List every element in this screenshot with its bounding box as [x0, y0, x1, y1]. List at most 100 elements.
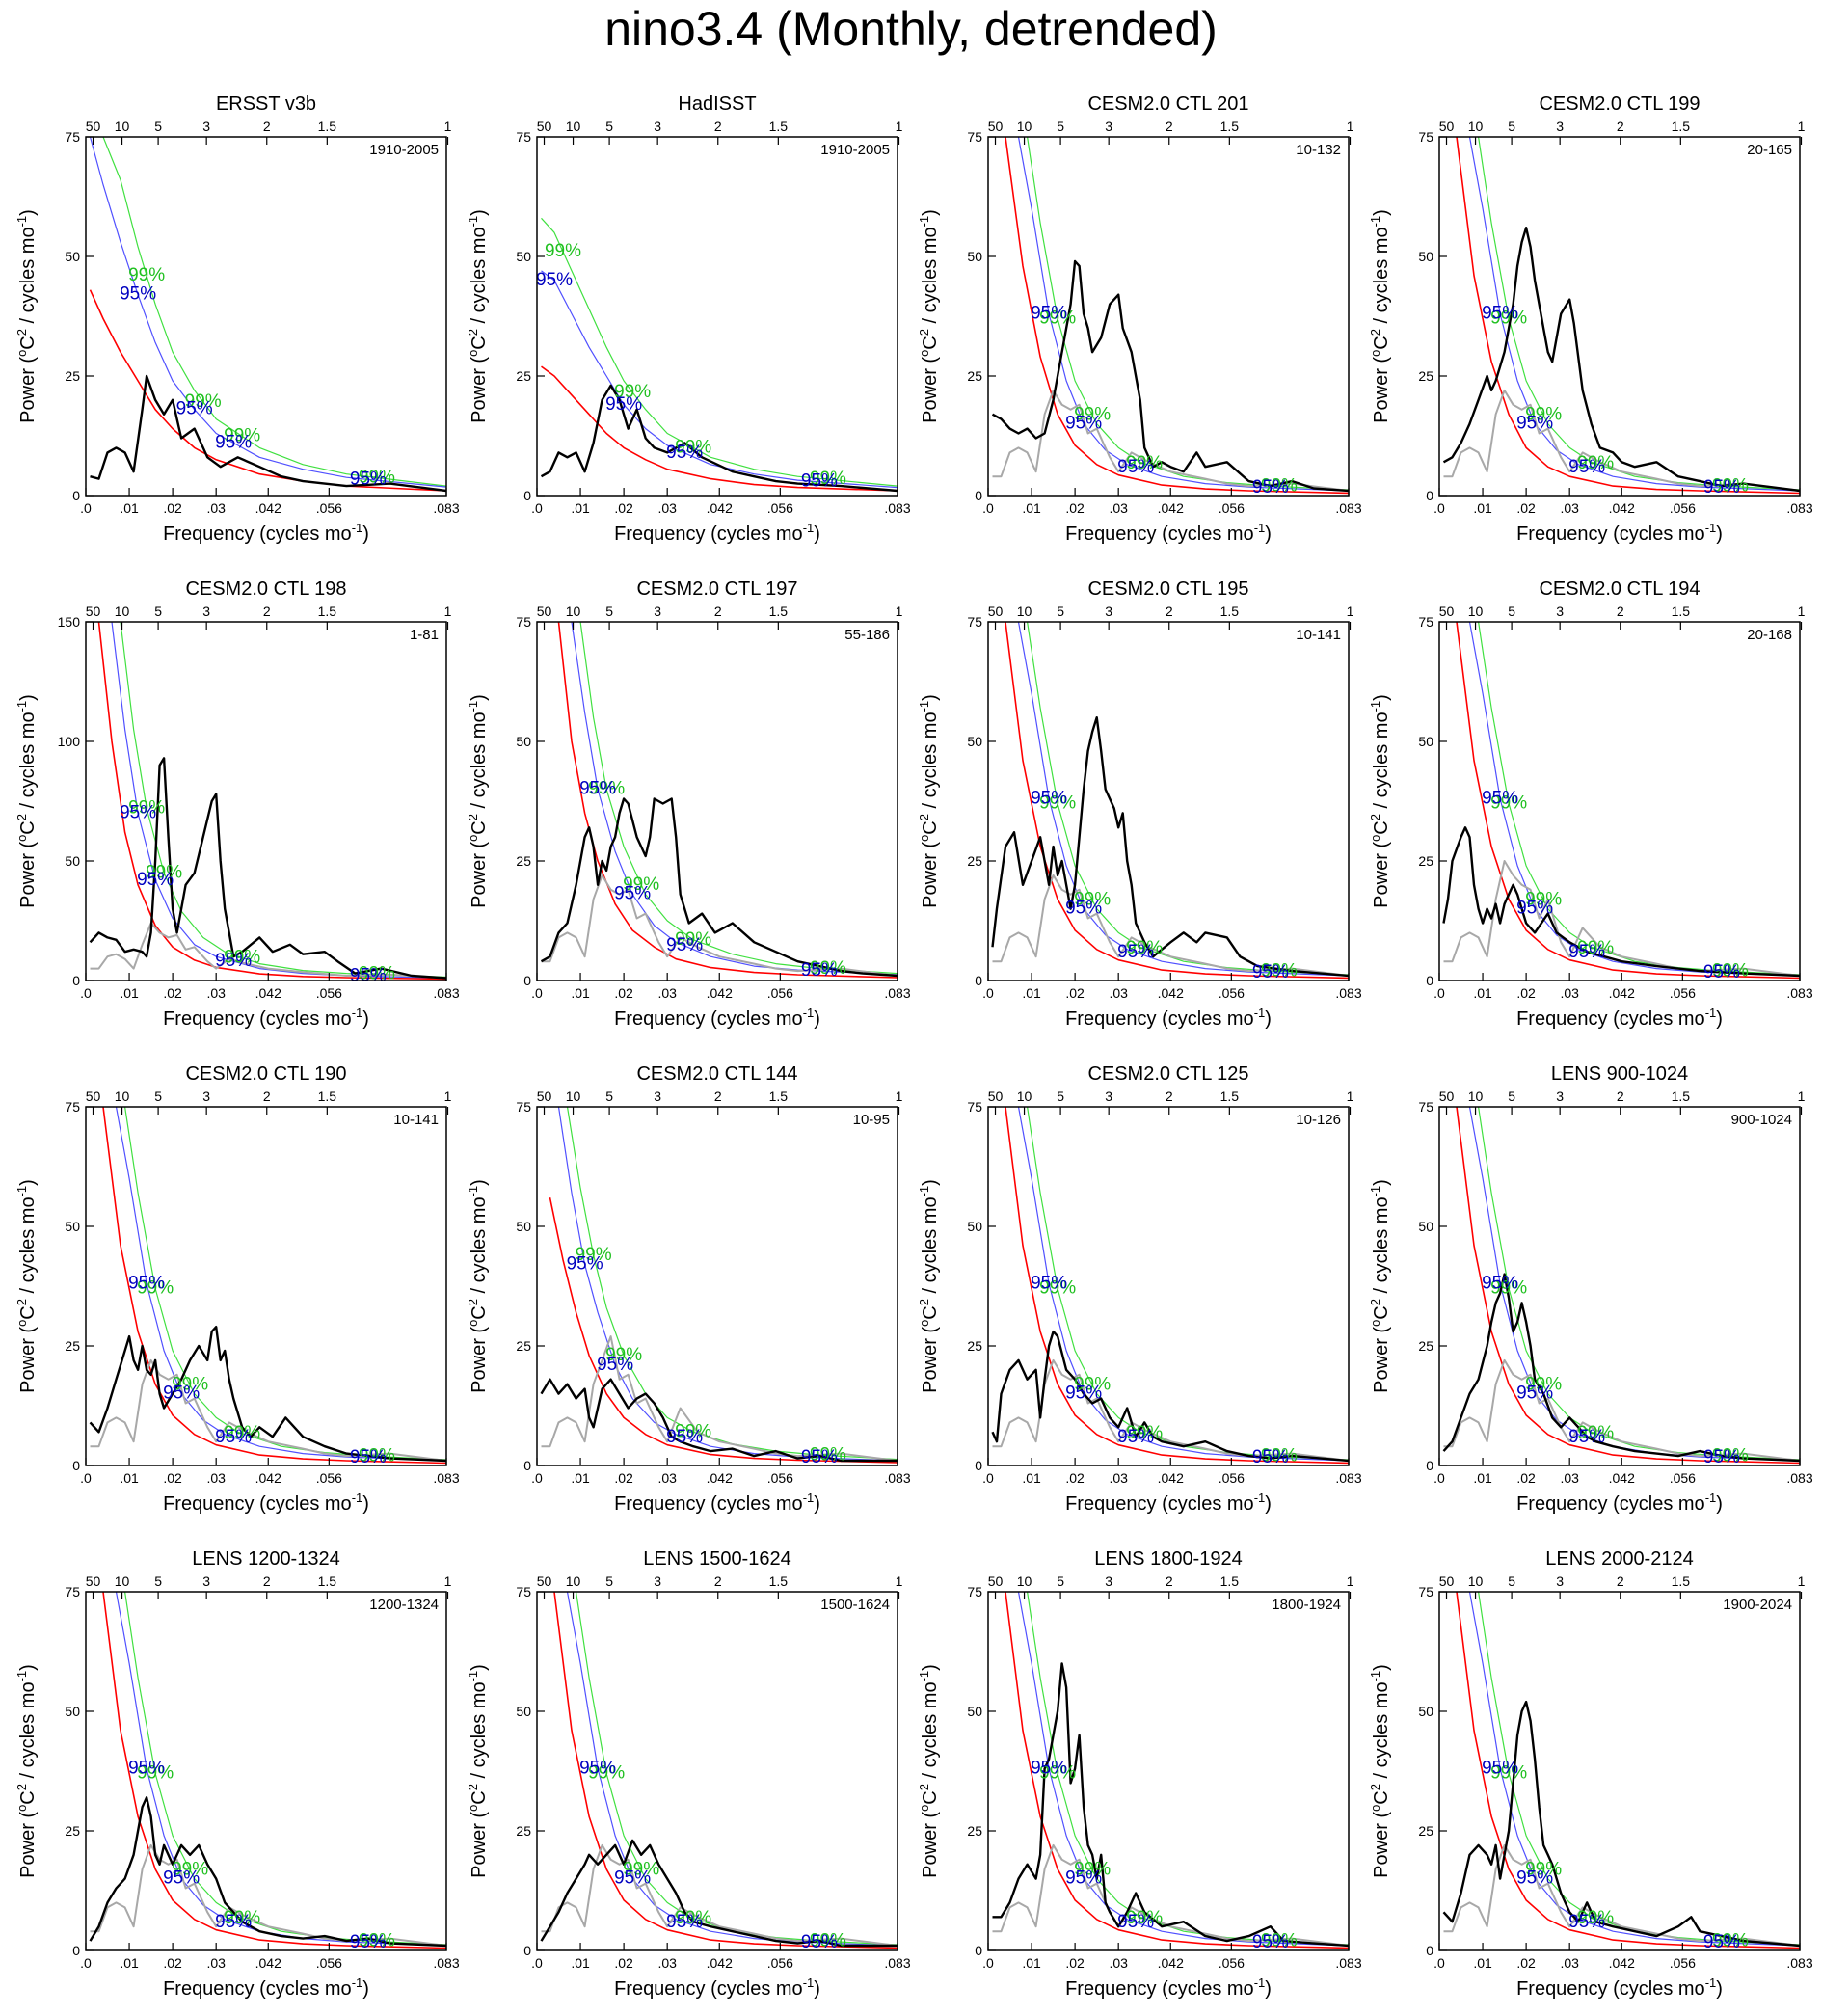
reference-spectrum-line — [1443, 389, 1800, 492]
spectrum-panel: 99%95%99%95%99%95%99%95%HadISST1910-2005… — [466, 94, 911, 545]
y-axis-label-per: / cycles mo — [920, 227, 941, 329]
ci99-label: 99% — [137, 1763, 174, 1784]
ci99-label: 99% — [1490, 1763, 1527, 1784]
ci95-label: 95% — [176, 399, 213, 419]
ci99-curve — [541, 217, 898, 487]
x-tick-label: .056 — [316, 1470, 342, 1486]
y-axis-label-text: Power ( — [920, 1327, 941, 1393]
y-tick-label: 50 — [967, 1704, 982, 1719]
x-tick-label: .056 — [1670, 985, 1696, 1001]
y-tick-label: 50 — [1418, 249, 1433, 264]
y-axis-label-square: 2 — [1368, 329, 1382, 336]
y-axis-label: Power (oC2 / cycles mo-1) — [14, 1664, 39, 1878]
x-tick-label: .056 — [1219, 1470, 1245, 1486]
ci99-label: 99% — [224, 1423, 260, 1443]
top-tick-label: 3 — [654, 604, 661, 619]
y-tick-label: 75 — [1418, 1099, 1433, 1115]
x-tick-label: .01 — [1022, 500, 1041, 516]
x-axis-label-close: ) — [362, 1978, 369, 2000]
y-tick-label: 0 — [72, 488, 80, 503]
top-tick-label: 1.5 — [1672, 604, 1691, 619]
ci99-label: 99% — [623, 874, 659, 895]
ci95-label: 95% — [614, 1868, 651, 1889]
reference-spectrum-line — [90, 1843, 446, 1947]
y-axis-label-square: 2 — [14, 814, 29, 820]
ci95-curve — [115, 1592, 446, 1947]
x-tick-label: .056 — [316, 1955, 342, 1971]
reference-spectrum-line — [992, 874, 1349, 977]
y-tick-label: 0 — [1426, 973, 1433, 988]
top-tick-label: 5 — [605, 604, 613, 619]
y-axis-label-unit: C — [17, 1305, 39, 1319]
years-label: 55-186 — [844, 627, 890, 643]
ci95-label: 95% — [605, 394, 642, 415]
top-tick-label: 10 — [115, 119, 130, 134]
x-tick-label: .0 — [531, 985, 543, 1001]
plot-frame — [536, 1591, 898, 1951]
x-tick-label: .03 — [1109, 985, 1128, 1001]
x-tick-label: .0 — [1433, 500, 1445, 516]
x-axis-label: Frequency (cycles mo-1) — [1516, 1006, 1723, 1030]
ci95-curve — [1468, 1592, 1800, 1947]
y-axis-label-close: ) — [469, 209, 490, 216]
red-noise-curve — [1456, 1107, 1800, 1465]
y-axis-label: Power (oC2 / cycles mo-1) — [1368, 694, 1392, 908]
top-tick-label: 10 — [566, 604, 581, 619]
x-tick-label: .083 — [884, 1470, 910, 1486]
top-tick-label: 2 — [1617, 119, 1624, 134]
y-axis-label-degree: o — [1368, 835, 1382, 842]
top-tick-label: 1 — [444, 119, 452, 134]
ci99-label: 99% — [675, 437, 711, 457]
x-tick-label: .042 — [1609, 500, 1635, 516]
x-tick-label: .083 — [433, 985, 459, 1001]
x-tick-label: .042 — [255, 1470, 281, 1486]
x-axis-label-exponent: -1 — [1705, 521, 1717, 535]
x-tick-label: .056 — [1219, 1955, 1245, 1971]
y-axis-label-close: ) — [17, 694, 39, 701]
x-axis-label-text: Frequency (cycles mo — [614, 1008, 803, 1030]
spectrum-panel: 99%95%99%95%99%95%99%95%CESM2.0 CTL 1901… — [14, 1063, 460, 1515]
y-axis-label-exponent: -1 — [466, 1671, 480, 1682]
x-tick-label: .083 — [433, 500, 459, 516]
y-axis-label-text: Power ( — [17, 1812, 39, 1878]
ci95-label: 95% — [1516, 414, 1553, 434]
y-axis-label-exponent: -1 — [917, 216, 931, 228]
x-tick-label: .02 — [163, 985, 182, 1001]
reference-spectrum-line — [992, 1843, 1349, 1947]
y-axis-label-degree: o — [466, 1805, 480, 1812]
top-tick-label: 50 — [86, 1573, 101, 1589]
ci99-label: 99% — [128, 797, 165, 818]
x-tick-label: .056 — [1219, 500, 1245, 516]
x-axis-label-close: ) — [362, 1008, 369, 1030]
spectrum-line — [540, 797, 898, 978]
y-tick-label: 25 — [516, 368, 531, 384]
top-tick-label: 2 — [1166, 1573, 1173, 1589]
top-tick-label: 10 — [1017, 1573, 1032, 1589]
red-noise-curve — [97, 622, 446, 981]
ci99-label: 99% — [224, 947, 260, 967]
x-tick-label: .042 — [707, 500, 733, 516]
ci99-label: 99% — [1490, 793, 1527, 814]
x-tick-label: .042 — [1158, 500, 1184, 516]
x-tick-label: .03 — [1560, 1955, 1579, 1971]
x-tick-label: .0 — [1433, 985, 1445, 1001]
y-tick-label: 75 — [967, 129, 982, 145]
top-tick-label: 10 — [1017, 604, 1032, 619]
x-tick-label: .02 — [1516, 985, 1536, 1001]
ci99-label: 99% — [1074, 890, 1111, 910]
y-axis-label-unit: C — [1371, 1305, 1392, 1319]
x-axis-label-close: ) — [1716, 1978, 1723, 2000]
x-tick-label: .0 — [80, 1470, 92, 1486]
x-tick-label: .02 — [614, 985, 633, 1001]
x-axis-label-exponent: -1 — [803, 1006, 815, 1020]
y-axis-label-exponent: -1 — [466, 1186, 480, 1197]
x-tick-label: .083 — [884, 1955, 910, 1971]
y-axis-label: Power (oC2 / cycles mo-1) — [917, 1179, 941, 1393]
y-axis-label-degree: o — [917, 835, 931, 842]
x-axis-label-close: ) — [1265, 1978, 1272, 2000]
y-axis-label-exponent: -1 — [466, 701, 480, 712]
plot-frame — [85, 1591, 447, 1951]
y-tick-label: 0 — [72, 973, 80, 988]
y-axis-label-close: ) — [17, 209, 39, 216]
x-axis-label-text: Frequency (cycles mo — [163, 524, 352, 545]
